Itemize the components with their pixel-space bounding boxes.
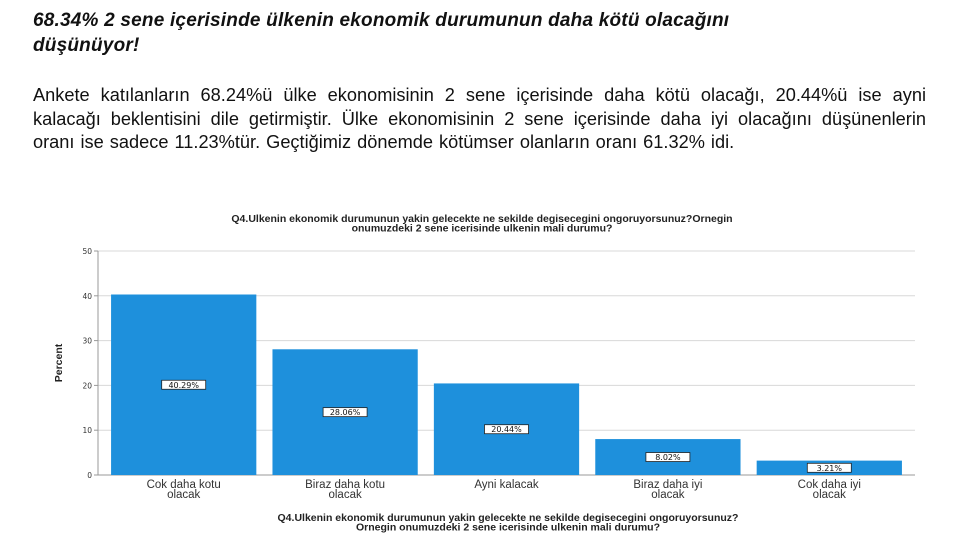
y-tick-label: 30 [82, 337, 92, 346]
category-label: olacak [167, 489, 200, 501]
x-axis-title-line-1: Q4.Ulkenin ekonomik durumunun yakin gele… [278, 512, 739, 524]
data-label: 40.29% [168, 381, 199, 390]
category-label: Cok daha iyi [798, 479, 861, 491]
summary-paragraph: Ankete katılanların 68.24%ü ülke ekonomi… [33, 85, 926, 152]
category-label: Ayni kalacak [474, 479, 539, 491]
y-tick-label: 50 [82, 247, 92, 256]
data-label-box [645, 452, 691, 462]
headline: 68.34% 2 sene içerisinde ülkenin ekonomi… [33, 8, 933, 58]
chart-title-line-2: onumuzdeki 2 sene icerisinde ulkenin mal… [352, 223, 613, 235]
category-label: Cok daha kotu [147, 479, 221, 491]
category-label: olacak [813, 489, 846, 501]
y-axis-title: Percent [53, 343, 65, 382]
data-label: 3.21% [817, 464, 843, 473]
data-label-box [484, 424, 529, 435]
data-label-box [161, 379, 207, 390]
category-label: Biraz daha iyi [633, 479, 702, 491]
x-axis-title-line-2: Ornegin onumuzdeki 2 sene icerisinde ulk… [356, 522, 660, 534]
data-label: 28.06% [330, 408, 361, 417]
data-label-box [806, 462, 852, 473]
y-tick-label: 40 [82, 292, 92, 301]
data-label: 8.02% [655, 453, 681, 462]
headline-line-1: 68.34% 2 sene içerisinde ülkenin ekonomi… [33, 10, 730, 31]
data-label-box [322, 407, 368, 418]
data-label: 20.44% [491, 425, 522, 434]
chart-title-line-1: Q4.Ulkenin ekonomik durumunun yakin gele… [231, 213, 732, 225]
category-label: Biraz daha kotu [305, 479, 385, 491]
headline-line-2: düşünüyor! [33, 35, 140, 56]
category-label: olacak [328, 489, 361, 501]
y-tick-label: 10 [82, 426, 92, 435]
category-label: olacak [651, 489, 684, 501]
y-tick-label: 20 [82, 381, 92, 390]
y-tick-label: 0 [87, 471, 92, 480]
